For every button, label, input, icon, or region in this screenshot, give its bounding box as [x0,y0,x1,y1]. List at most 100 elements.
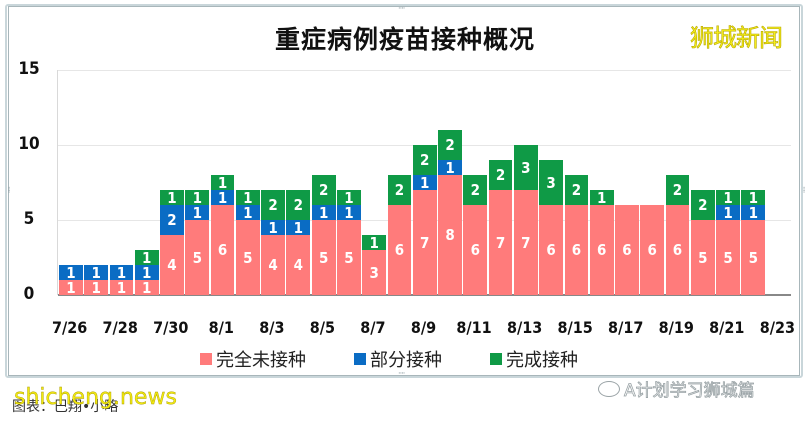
bar-8-18[interactable]: 6 [640,205,665,295]
bar-segment: 1 [311,204,336,222]
legend-item[interactable]: 部分接种 [354,346,442,372]
bar-segment: 6 [589,205,614,295]
bar-segment: 2 [261,190,285,220]
bar-segment: 5 [235,220,260,295]
bar-segment: 4 [261,235,285,295]
bar-segment: 2 [488,160,513,190]
y-tick-label: 0 [23,284,35,304]
x-tick-label: 8/5 [309,318,336,337]
x-tick-label: 7/26 [51,318,88,337]
bar-segment: 3 [513,145,538,190]
resize-handle-bottom[interactable]: ···· [398,369,405,379]
bar-segment: 4 [286,235,311,295]
x-axis-line [58,294,791,296]
bar-segment: 6 [210,205,235,295]
legend-swatch-icon [490,353,502,365]
bar-segment: 1 [589,189,614,207]
y-tick-label: 15 [18,59,40,79]
bar-segment: 4 [160,235,184,295]
bar-segment: 5 [311,220,336,295]
bar-segment: 2 [311,175,336,205]
bar-segment: 6 [564,205,589,295]
bar-segment: 1 [235,189,260,207]
bar-segment: 1 [185,204,210,222]
bar-segment: 6 [640,205,665,295]
bar-segment: 3 [539,160,563,205]
chart-caption: 图表：巴翔•小略 [12,399,119,415]
resize-handle-right[interactable]: ···· [798,186,808,193]
legend-label: 完成接种 [506,350,578,371]
x-tick-label: 8/1 [208,318,234,337]
chart-title: 重症病例疫苗接种概况 [274,25,535,54]
bar-segment: 1 [210,174,235,192]
bar-segment: 1 [337,189,361,207]
bar-segment: 1 [210,189,235,207]
bar-segment: 1 [716,189,740,207]
bar-segment: 2 [286,190,311,220]
legend-item[interactable]: 完全未接种 [200,346,306,372]
x-tick-label: 8/19 [658,318,694,337]
bar-segment: 2 [438,130,462,160]
x-tick-label: 7/28 [102,318,138,337]
bar-segment: 5 [337,220,361,295]
brand-watermark: 狮城新闻 [690,24,784,53]
resize-handle-top[interactable]: ···· [398,4,405,14]
bar-segment: 2 [463,175,488,205]
bar-segment: 1 [59,279,83,297]
bar-segment: 6 [387,205,412,295]
bar-segment: 1 [134,249,159,267]
wechat-watermark: A计划学习狮城篇 [598,376,755,401]
bar-8-17[interactable]: 6 [615,205,639,295]
bar-segment: 1 [235,204,260,222]
x-tick-label: 8/13 [506,318,543,337]
bar-segment: 2 [412,145,437,175]
bar-segment: 1 [109,264,134,282]
bar-segment: 5 [741,220,766,295]
bar-segment: 7 [412,190,437,295]
bar-segment: 1 [438,159,462,177]
bar-segment: 1 [741,204,766,222]
bar-segment: 1 [337,204,361,222]
x-tick-label: 8/11 [456,318,492,337]
legend-label: 完全未接种 [216,350,306,371]
bar-segment: 7 [488,190,513,295]
bar-segment: 2 [564,175,589,205]
bar-segment: 8 [438,175,462,295]
bar-segment: 6 [539,205,563,295]
x-tick-label: 7/30 [153,318,189,337]
legend-item[interactable]: 完成接种 [490,346,578,372]
chart-inner-frame [8,6,800,376]
x-tick-label: 8/17 [608,318,644,337]
gridline [58,70,791,71]
resize-handle-left[interactable]: ···· [3,186,13,193]
legend-swatch-icon [200,353,212,365]
legend: 完全未接种 部分接种 完成接种 [200,346,626,372]
